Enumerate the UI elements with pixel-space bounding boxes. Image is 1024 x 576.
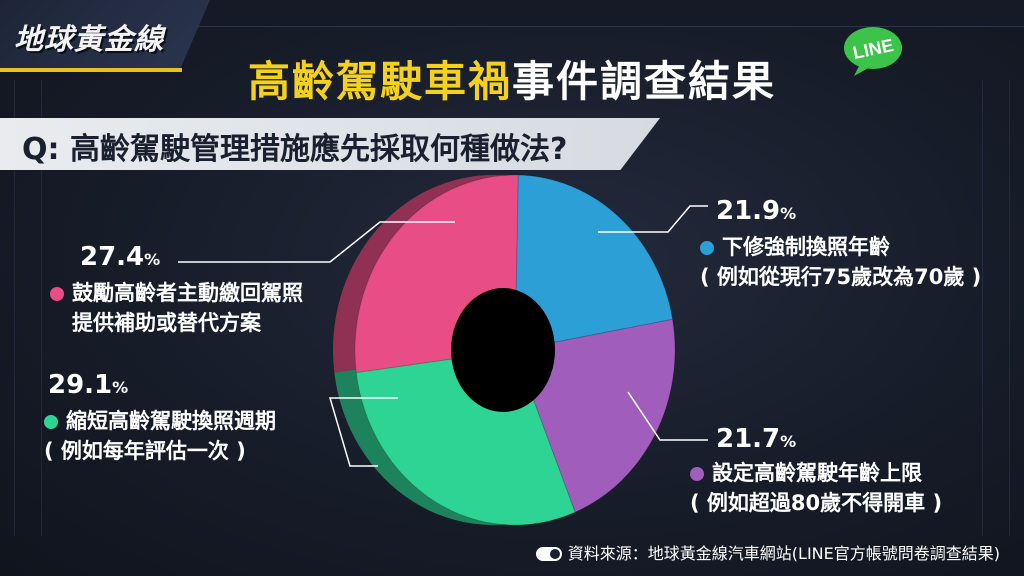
slice-pct-1: 21.7% (716, 424, 797, 454)
brand-underline (0, 68, 182, 72)
leader-line-0 (598, 205, 708, 233)
title-highlight: 高齡駕駛車禍 (247, 57, 512, 106)
question-text: Q: 高齡駕駛管理措施應先採取何種做法? (22, 132, 568, 167)
leader-line-1 (627, 391, 708, 441)
title-rest: 事件調查結果 (512, 57, 777, 106)
slice-pct-3: 27.4% (80, 242, 161, 272)
leader-line-3 (178, 221, 455, 263)
chart-leader-lines (178, 205, 708, 467)
slice-pct-0: 21.9% (716, 196, 797, 226)
slice-label-2: 縮短高齡駕駛換照週期 ( 例如每年評估一次 ) (44, 409, 276, 463)
slice-label-1: 設定高齡駕駛年齡上限 ( 例如超過80歲不得開車 ) (690, 461, 943, 515)
line-bubble (844, 27, 902, 69)
brand-logo-text: 地球黃金線 (14, 22, 165, 56)
legend-dot-1 (690, 467, 704, 481)
question-bar (0, 118, 660, 170)
slice-label-3: 鼓勵高齡者主動繳回駕照 提供補助或替代方案 (50, 278, 303, 338)
slice-0 (514, 174, 674, 351)
slice-label-0: 下修強制換照年齡 ( 例如從現行75歲改為70歲 ) (700, 235, 982, 289)
right-decor-column (982, 80, 1010, 536)
line-bubble-tail (854, 64, 872, 76)
legend-dot-3 (50, 287, 64, 301)
line-app-icon: LINE (844, 27, 902, 76)
legend-dot-2 (44, 415, 58, 429)
leader-line-2 (328, 397, 398, 467)
slice-pct-2: 29.1% (48, 370, 129, 400)
donut-hole (451, 288, 555, 412)
source-toggle-icon (535, 547, 562, 561)
slice-1 (514, 318, 676, 513)
brand-logo (0, 0, 210, 68)
left-decor-column (14, 80, 42, 536)
legend-dot-0 (700, 241, 714, 255)
source-note: 資料來源：地球黃金線汽車網站(LINE官方帳號問卷調查結果) (535, 540, 1000, 564)
page-title: 高齡駕駛車禍事件調查結果 (0, 48, 1024, 109)
top-strip (196, 0, 1024, 27)
